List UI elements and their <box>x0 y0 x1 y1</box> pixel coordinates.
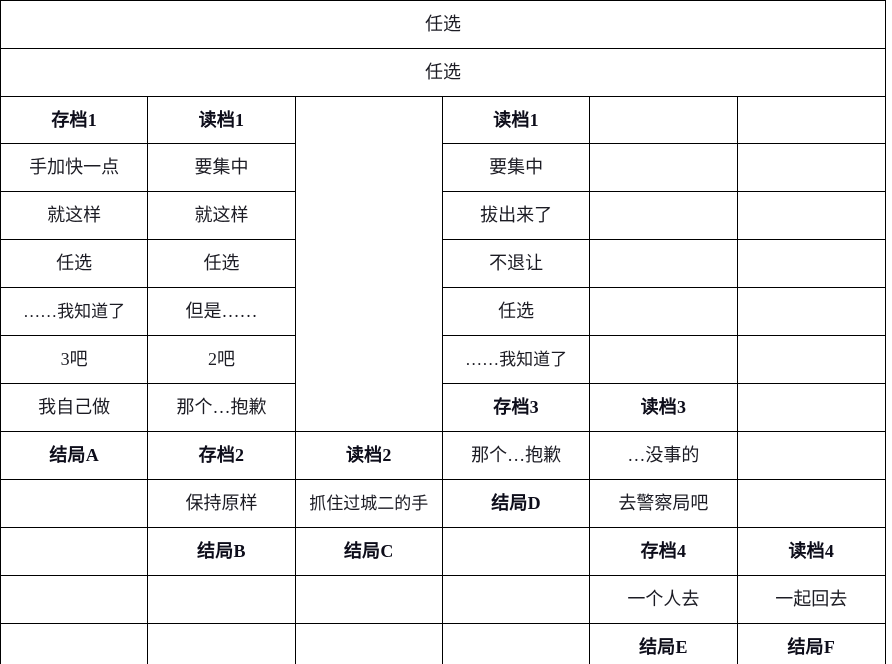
cell-r14c2 <box>147 623 296 664</box>
table-row: 任选 <box>0 48 886 97</box>
cell-r7c4: 任选 <box>441 287 591 336</box>
cell-r5c4: 拔出来了 <box>441 191 591 240</box>
cell-r4c2: 要集中 <box>147 143 296 192</box>
cell-r4c6 <box>736 143 887 192</box>
cell-r11c6 <box>736 479 887 528</box>
cell-r5c5 <box>589 191 738 240</box>
cell-r11c5: 去警察局吧 <box>589 479 738 528</box>
cell-r6c4: 不退让 <box>441 239 591 288</box>
cell-r8c6 <box>736 335 887 384</box>
table-row: ……我知道了 但是…… 任选 <box>0 287 887 336</box>
cell-r3c4: 读档1 <box>441 96 591 144</box>
table-row: 存档1 读档1 读档1 <box>0 96 887 432</box>
cell-r4c5 <box>589 143 738 192</box>
cell-r10c1: 结局A <box>0 431 149 480</box>
cell-r10c2: 存档2 <box>147 431 296 480</box>
cell-r12c4 <box>441 527 591 576</box>
cell-r10c3: 读档2 <box>294 431 443 480</box>
cell-r7c6 <box>736 287 887 336</box>
table-row: 就这样 就这样 拔出来了 <box>0 191 887 240</box>
cell-r12c6: 读档4 <box>736 527 887 576</box>
cell-r13c3 <box>294 575 443 624</box>
cell-r12c1 <box>0 527 149 576</box>
cell-r14c5: 结局E <box>589 623 738 664</box>
cell-r14c4 <box>441 623 591 664</box>
cell-r12c3: 结局C <box>294 527 443 576</box>
cell-r13c4 <box>441 575 591 624</box>
cell-r3c3-merged-empty <box>294 96 443 432</box>
table-row: 我自己做 那个…抱歉 存档3 读档3 <box>0 383 887 432</box>
table-row: 一个人去 一起回去 <box>0 575 887 624</box>
cell-r13c2 <box>147 575 296 624</box>
cell-r3c6 <box>736 96 887 144</box>
cell-r12c2: 结局B <box>147 527 296 576</box>
table-row: 结局B 结局C 存档4 读档4 <box>0 527 887 576</box>
cell-r11c3: 抓住过城二的手 <box>294 479 443 528</box>
cell-r7c5 <box>589 287 738 336</box>
cell-r8c1: 3吧 <box>0 335 149 384</box>
cell-r9c4: 存档3 <box>441 383 591 432</box>
cell-r8c5 <box>589 335 738 384</box>
cell-r3c1: 存档1 <box>0 96 149 144</box>
cell-r7c1: ……我知道了 <box>0 287 149 336</box>
cell-r10c4: 那个…抱歉 <box>441 431 591 480</box>
cell-r14c1 <box>0 623 149 664</box>
cell-r13c5: 一个人去 <box>589 575 738 624</box>
cell-r14c3 <box>294 623 443 664</box>
cell-r5c1: 就这样 <box>0 191 149 240</box>
table-row: 任选 <box>0 0 886 49</box>
cell-r5c6 <box>736 191 887 240</box>
cell-r10c5: …没事的 <box>589 431 738 480</box>
cell-r6c6 <box>736 239 887 288</box>
table-row: 手加快一点 要集中 要集中 <box>0 143 887 192</box>
cell-r9c1: 我自己做 <box>0 383 149 432</box>
table-row: 结局A 存档2 读档2 那个…抱歉 …没事的 <box>0 431 887 480</box>
cell-r3c2: 读档1 <box>147 96 296 144</box>
cell-r9c2: 那个…抱歉 <box>147 383 296 432</box>
table-row: 任选 任选 不退让 <box>0 239 887 288</box>
table-row: 结局E 结局F <box>0 623 887 664</box>
cell-r12c5: 存档4 <box>589 527 738 576</box>
cell-r10c6 <box>736 431 887 480</box>
cell-r6c1: 任选 <box>0 239 149 288</box>
cell-r14c6: 结局F <box>736 623 887 664</box>
cell-r11c2: 保持原样 <box>147 479 296 528</box>
header-任选-row1: 任选 <box>0 0 886 49</box>
cell-r13c1 <box>0 575 149 624</box>
cell-r4c1: 手加快一点 <box>0 143 149 192</box>
table-row: 3吧 2吧 ……我知道了 <box>0 335 887 384</box>
cell-r6c2: 任选 <box>147 239 296 288</box>
cell-r11c4: 结局D <box>441 479 591 528</box>
cell-r5c2: 就这样 <box>147 191 296 240</box>
cell-r9c6 <box>736 383 887 432</box>
cell-r9c5: 读档3 <box>589 383 738 432</box>
cell-r3c5 <box>589 96 738 144</box>
header-任选-row2: 任选 <box>0 48 886 97</box>
cell-r8c4: ……我知道了 <box>441 335 591 384</box>
cell-r8c2: 2吧 <box>147 335 296 384</box>
table-row: 保持原样 抓住过城二的手 结局D 去警察局吧 <box>0 479 887 528</box>
cell-r7c2: 但是…… <box>147 287 296 336</box>
cell-r13c6: 一起回去 <box>736 575 887 624</box>
cell-r6c5 <box>589 239 738 288</box>
cell-r11c1 <box>0 479 149 528</box>
cell-r4c4: 要集中 <box>441 143 591 192</box>
